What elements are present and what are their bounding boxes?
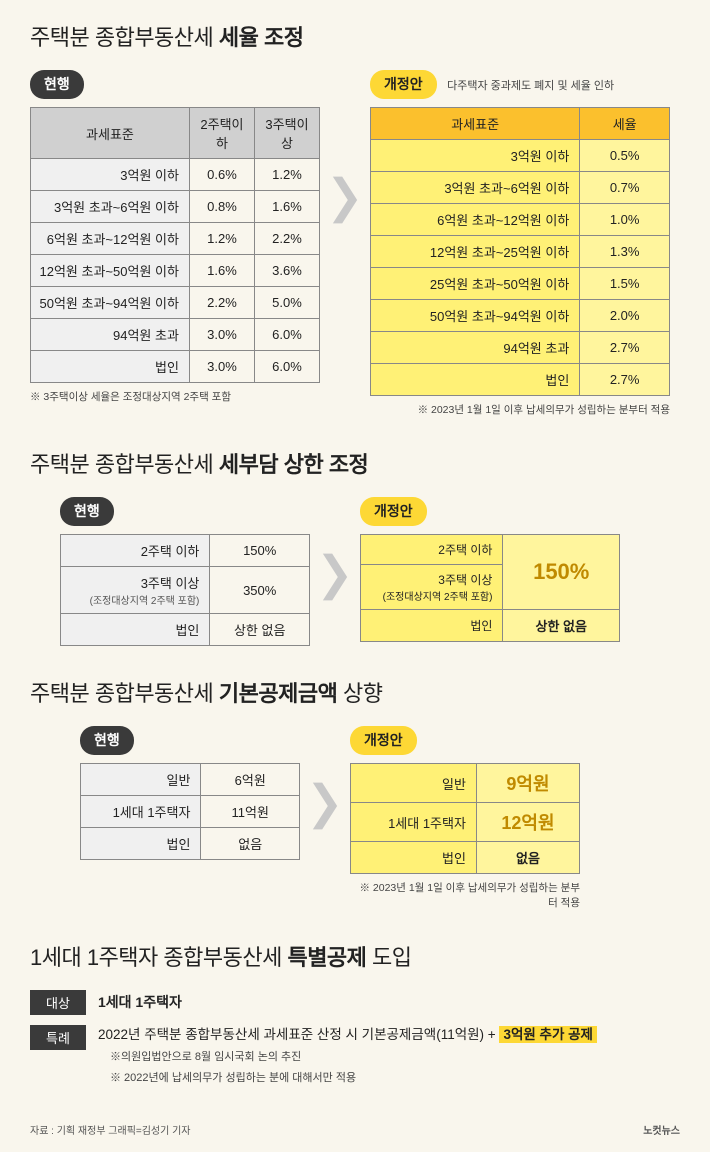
current-footnote: ※ 3주택이상 세율은 조정대상지역 2주택 포함 bbox=[30, 389, 320, 404]
revised-footnote: ※ 2023년 1월 1일 이후 납세의무가 성립하는 분부터 적용 bbox=[350, 880, 580, 910]
revised-table: 일반9억원 1세대 1주택자12억원 법인없음 bbox=[350, 763, 580, 874]
special-row: 특례 2022년 주택분 종합부동산세 과세표준 산정 시 기본공제금액(11억… bbox=[30, 1025, 680, 1086]
section-title: 1세대 1주택자 종합부동산세 특별공제 도입 bbox=[30, 940, 680, 972]
current-tag: 현행 bbox=[60, 497, 114, 526]
revised-tag: 개정안 bbox=[370, 70, 437, 99]
section-special-deduction: 1세대 1주택자 종합부동산세 특별공제 도입 대상 1세대 1주택자 특례 2… bbox=[30, 940, 680, 1086]
arrow-icon bbox=[320, 497, 350, 607]
compare-row: 현행 일반6억원 1세대 1주택자11억원 법인없음 개정안 일반9억원 1세대… bbox=[30, 726, 680, 910]
special-tag: 특례 bbox=[30, 1025, 86, 1050]
revised-tag: 개정안 bbox=[350, 726, 417, 755]
current-panel: 현행 과세표준 2주택이하 3주택이상 3억원 이하0.6%1.2% 3억원 초… bbox=[30, 70, 320, 404]
arrow-icon bbox=[330, 70, 360, 230]
current-panel: 현행 일반6억원 1세대 1주택자11억원 법인없음 bbox=[80, 726, 300, 860]
current-tag: 현행 bbox=[30, 70, 84, 99]
target-row: 대상 1세대 1주택자 bbox=[30, 990, 680, 1015]
current-tag: 현행 bbox=[80, 726, 134, 755]
section-deduction: 주택분 종합부동산세 기본공제금액 상향 현행 일반6억원 1세대 1주택자11… bbox=[30, 676, 680, 910]
arrow-icon bbox=[310, 726, 340, 836]
footer: 자료 : 기획 재정부 그래픽=김성기 기자 노컷뉴스 bbox=[30, 1116, 680, 1137]
section-title: 주택분 종합부동산세 기본공제금액 상향 bbox=[30, 676, 680, 708]
current-table: 일반6억원 1세대 1주택자11억원 법인없음 bbox=[80, 763, 300, 860]
section-title: 주택분 종합부동산세 세부담 상한 조정 bbox=[30, 447, 680, 479]
revised-table: 과세표준 세율 3억원 이하0.5% 3억원 초과~6억원 이하0.7% 6억원… bbox=[370, 107, 670, 396]
source-text: 자료 : 기획 재정부 그래픽=김성기 기자 bbox=[30, 1122, 191, 1137]
revised-panel: 개정안 일반9억원 1세대 1주택자12억원 법인없음 ※ 2023년 1월 1… bbox=[350, 726, 580, 910]
revised-panel: 개정안 2주택 이하 150% 3주택 이상(조정대상지역 2주택 포함) 법인… bbox=[360, 497, 620, 642]
section-tax-rate: 주택분 종합부동산세 세율 조정 현행 과세표준 2주택이하 3주택이상 3억원… bbox=[30, 20, 680, 417]
revised-panel: 개정안 다주택자 중과제도 폐지 및 세율 인하 과세표준 세율 3억원 이하0… bbox=[370, 70, 670, 417]
compare-row: 현행 2주택 이하 150% 3주택 이상(조정대상지역 2주택 포함) 350… bbox=[30, 497, 680, 646]
revised-table: 2주택 이하 150% 3주택 이상(조정대상지역 2주택 포함) 법인 상한 … bbox=[360, 534, 620, 642]
compare-row: 현행 과세표준 2주택이하 3주택이상 3억원 이하0.6%1.2% 3억원 초… bbox=[30, 70, 680, 417]
section-title: 주택분 종합부동산세 세율 조정 bbox=[30, 20, 680, 52]
revised-footnote: ※ 2023년 1월 1일 이후 납세의무가 성립하는 분부터 적용 bbox=[370, 402, 670, 417]
section-cap: 주택분 종합부동산세 세부담 상한 조정 현행 2주택 이하 150% 3주택 … bbox=[30, 447, 680, 646]
current-table: 과세표준 2주택이하 3주택이상 3억원 이하0.6%1.2% 3억원 초과~6… bbox=[30, 107, 320, 383]
revised-tag: 개정안 bbox=[360, 497, 427, 526]
current-panel: 현행 2주택 이하 150% 3주택 이상(조정대상지역 2주택 포함) 350… bbox=[60, 497, 310, 646]
target-tag: 대상 bbox=[30, 990, 86, 1015]
logo-text: 노컷뉴스 bbox=[643, 1122, 680, 1137]
current-table: 2주택 이하 150% 3주택 이상(조정대상지역 2주택 포함) 350% 법… bbox=[60, 534, 310, 646]
